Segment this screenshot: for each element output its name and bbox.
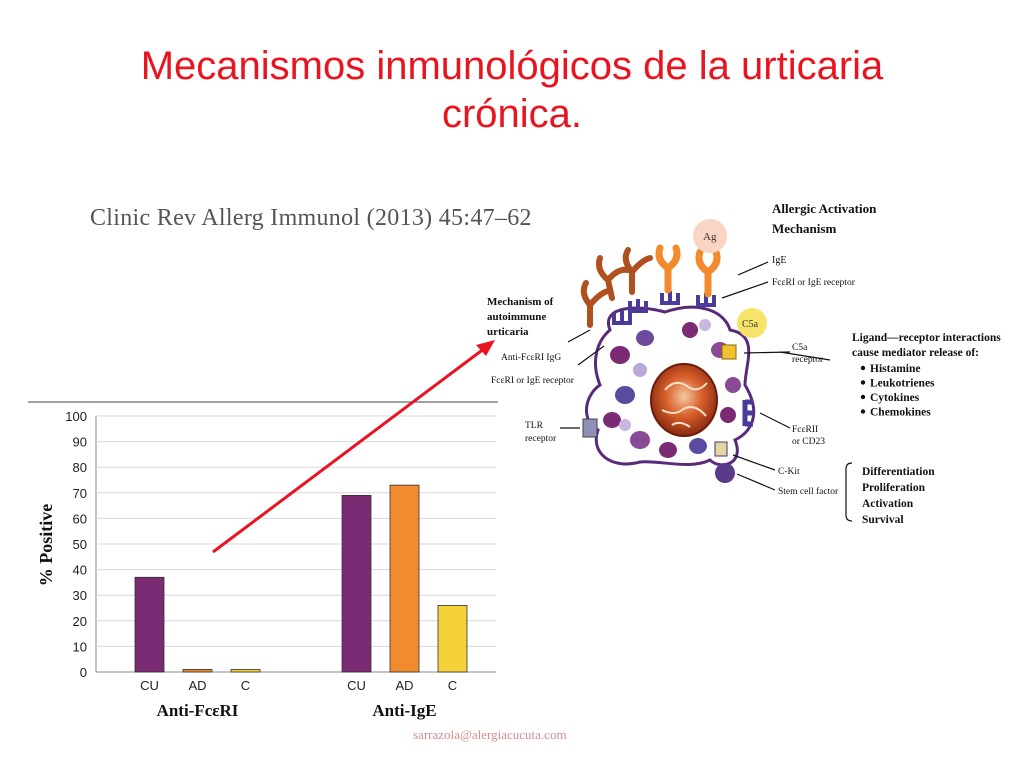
bullet (860, 365, 866, 371)
y-tick-label: 40 (73, 563, 87, 578)
fceri-left-label: FcεRI or IgE receptor (491, 376, 575, 386)
y-axis-label: % Positive (36, 504, 56, 587)
outcomes-bracket (845, 462, 853, 522)
y-tick-label: 50 (73, 537, 87, 552)
tlr-receptor-shape (582, 418, 598, 438)
title-line-2: crónica. (441, 92, 583, 136)
c5a-receptor-shape (721, 344, 737, 360)
c5a-receptor-label-1: C5a (792, 343, 808, 353)
mediator-item: Leukotrienes (870, 378, 935, 390)
mediator-list: Histamine Leukotrienes Cytokines Chemokines (860, 363, 935, 419)
fceri-receptors (612, 291, 716, 325)
autoimmune-label-2: autoimmune (487, 311, 546, 323)
tlr-label-1: TLR (525, 421, 544, 431)
bullet (860, 380, 866, 385)
tlr-label-2: receptor (525, 434, 557, 444)
outcome-item: Differentiation (862, 466, 935, 478)
bullet (860, 409, 866, 414)
ige-label: IgE (772, 255, 786, 266)
antigen-circle (693, 219, 727, 253)
arrow-shaft (212, 346, 486, 554)
ckit-shape (714, 441, 728, 457)
y-tick-label: 30 (73, 588, 87, 603)
c5a-receptor-label-2: receptor (792, 355, 824, 365)
bar-antifcri-ad (182, 669, 213, 673)
footer-email: sarrazola@alergiacucuta.com (413, 727, 567, 742)
y-tick-label: 10 (73, 639, 87, 654)
stem-cell-factor-shape (715, 463, 735, 483)
outcome-item: Survival (862, 514, 904, 526)
mediator-item: Histamine (870, 363, 920, 375)
fceri-ige-receptor-label: FcεRI or IgE receptor (772, 278, 856, 288)
autoimmune-label-1: Mechanism of (487, 296, 554, 308)
bar-antifcri-c (230, 669, 261, 673)
y-tick-label: 0 (80, 665, 87, 680)
x-tick-label: AD (395, 678, 413, 693)
nucleus (650, 363, 718, 437)
y-tick-label: 80 (73, 460, 87, 475)
ligand-label-1: Ligand—receptor interactions (852, 332, 1001, 344)
bar-antiige-c (437, 605, 468, 673)
scf-label: Stem cell factor (778, 486, 839, 497)
x-tick-label: C (241, 678, 250, 693)
bar-antifcri-cu (134, 576, 165, 673)
arrow-head (476, 340, 495, 356)
y-tick-label: 90 (73, 435, 87, 450)
outcome-item: Activation (862, 498, 914, 510)
y-tick-label: 20 (73, 614, 87, 629)
x-tick-label: CU (347, 678, 366, 693)
ige-antibodies (655, 244, 721, 298)
title-line-1: Mecanismos inmunológicos de la urticaria (140, 44, 884, 88)
x-tick-label: C (448, 678, 457, 693)
fceri2-receptor-shape (742, 399, 753, 427)
ligand-label-2: cause mediator release of: (852, 347, 979, 359)
citation: Clinic Rev Allerg Immunol (2013) 45:47–6… (90, 205, 532, 231)
x-tick-label: AD (188, 678, 206, 693)
y-tick-label: 100 (65, 409, 87, 424)
bullet (860, 394, 866, 400)
fceri2-label-2: or CD23 (792, 437, 825, 447)
allergic-title-2: Mechanism (772, 221, 836, 236)
y-tick-label: 70 (73, 486, 87, 501)
c5a-label: C5a (742, 319, 759, 330)
outcome-item: Proliferation (862, 482, 926, 494)
ag-label: Ag (703, 231, 717, 243)
x-tick-label: CU (140, 678, 159, 693)
ckit-label: C-Kit (778, 467, 800, 477)
granules (603, 319, 741, 458)
fceri2-label-1: FcεRII (792, 425, 818, 435)
bar-antiige-cu (341, 494, 372, 673)
mediator-item: Chemokines (870, 407, 931, 419)
anti-igg-label: Anti-FcεRI IgG (501, 353, 561, 363)
group-label: Anti-IgE (372, 701, 436, 720)
allergic-title-1: Allergic Activation (772, 201, 877, 216)
anti-fceri-igg-antibodies (580, 247, 653, 328)
mediator-item: Cytokines (870, 392, 920, 404)
group-label: Anti-FcεRI (157, 701, 239, 720)
autoimmune-label-3: urticaria (487, 326, 529, 338)
y-tick-label: 60 (73, 511, 87, 526)
outcome-list: Differentiation Proliferation Activation Su… (862, 466, 935, 526)
pointer-lines (560, 261, 831, 491)
bar-antiige-ad (389, 484, 420, 673)
c5a-circle (737, 308, 767, 338)
slide-title: Mecanismos inmunológicos de la urticaria… (60, 42, 964, 138)
